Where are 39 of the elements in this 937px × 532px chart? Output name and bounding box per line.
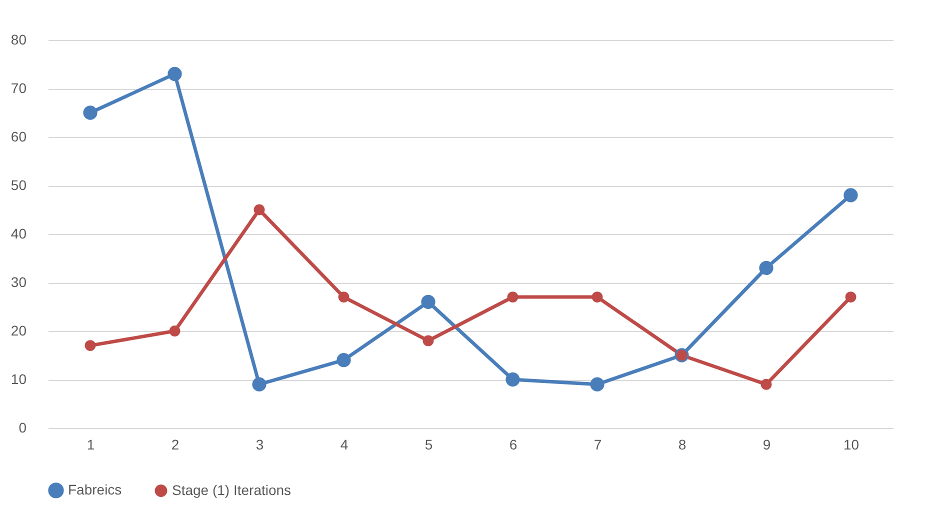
point bbox=[84, 340, 96, 352]
point bbox=[506, 372, 520, 387]
point bbox=[844, 188, 858, 202]
point bbox=[590, 377, 604, 392]
y-tick-label: 60 bbox=[10, 128, 27, 144]
x-tick-label: 1 bbox=[86, 436, 95, 452]
point bbox=[83, 106, 98, 120]
x-tick-label: 3 bbox=[256, 436, 264, 452]
x-tick-label: 4 bbox=[340, 436, 348, 452]
legend-label: Fabreics bbox=[68, 481, 122, 498]
y-tick-label: 70 bbox=[10, 80, 27, 96]
point bbox=[254, 204, 265, 216]
point bbox=[336, 353, 351, 368]
point bbox=[421, 294, 436, 309]
x-tick-label: 6 bbox=[509, 436, 518, 452]
point bbox=[422, 335, 434, 346]
point bbox=[338, 292, 350, 303]
point bbox=[252, 377, 266, 392]
x-tick-label: 8 bbox=[678, 436, 686, 452]
y-tick-label: 10 bbox=[10, 371, 27, 387]
point bbox=[168, 66, 182, 82]
point bbox=[845, 292, 856, 303]
y-tick-label: 30 bbox=[10, 274, 27, 290]
y-tick-label: 20 bbox=[10, 322, 27, 338]
y-tick-label: 80 bbox=[10, 32, 27, 48]
x-tick-label: 10 bbox=[843, 436, 860, 452]
point bbox=[759, 260, 774, 276]
point bbox=[507, 292, 518, 303]
y-tick-label: 50 bbox=[10, 177, 27, 193]
x-tick-label: 9 bbox=[762, 436, 771, 452]
x-tick-label: 2 bbox=[171, 436, 180, 452]
point bbox=[760, 378, 772, 390]
x-tick-label: 7 bbox=[594, 436, 602, 452]
x-tick-label: 5 bbox=[424, 436, 433, 452]
point bbox=[592, 292, 603, 303]
y-tick-label: 40 bbox=[10, 226, 27, 242]
point bbox=[169, 326, 180, 336]
y-tick-label: 0 bbox=[18, 420, 27, 436]
legend-label: Stage (1) Iterations bbox=[172, 482, 292, 498]
